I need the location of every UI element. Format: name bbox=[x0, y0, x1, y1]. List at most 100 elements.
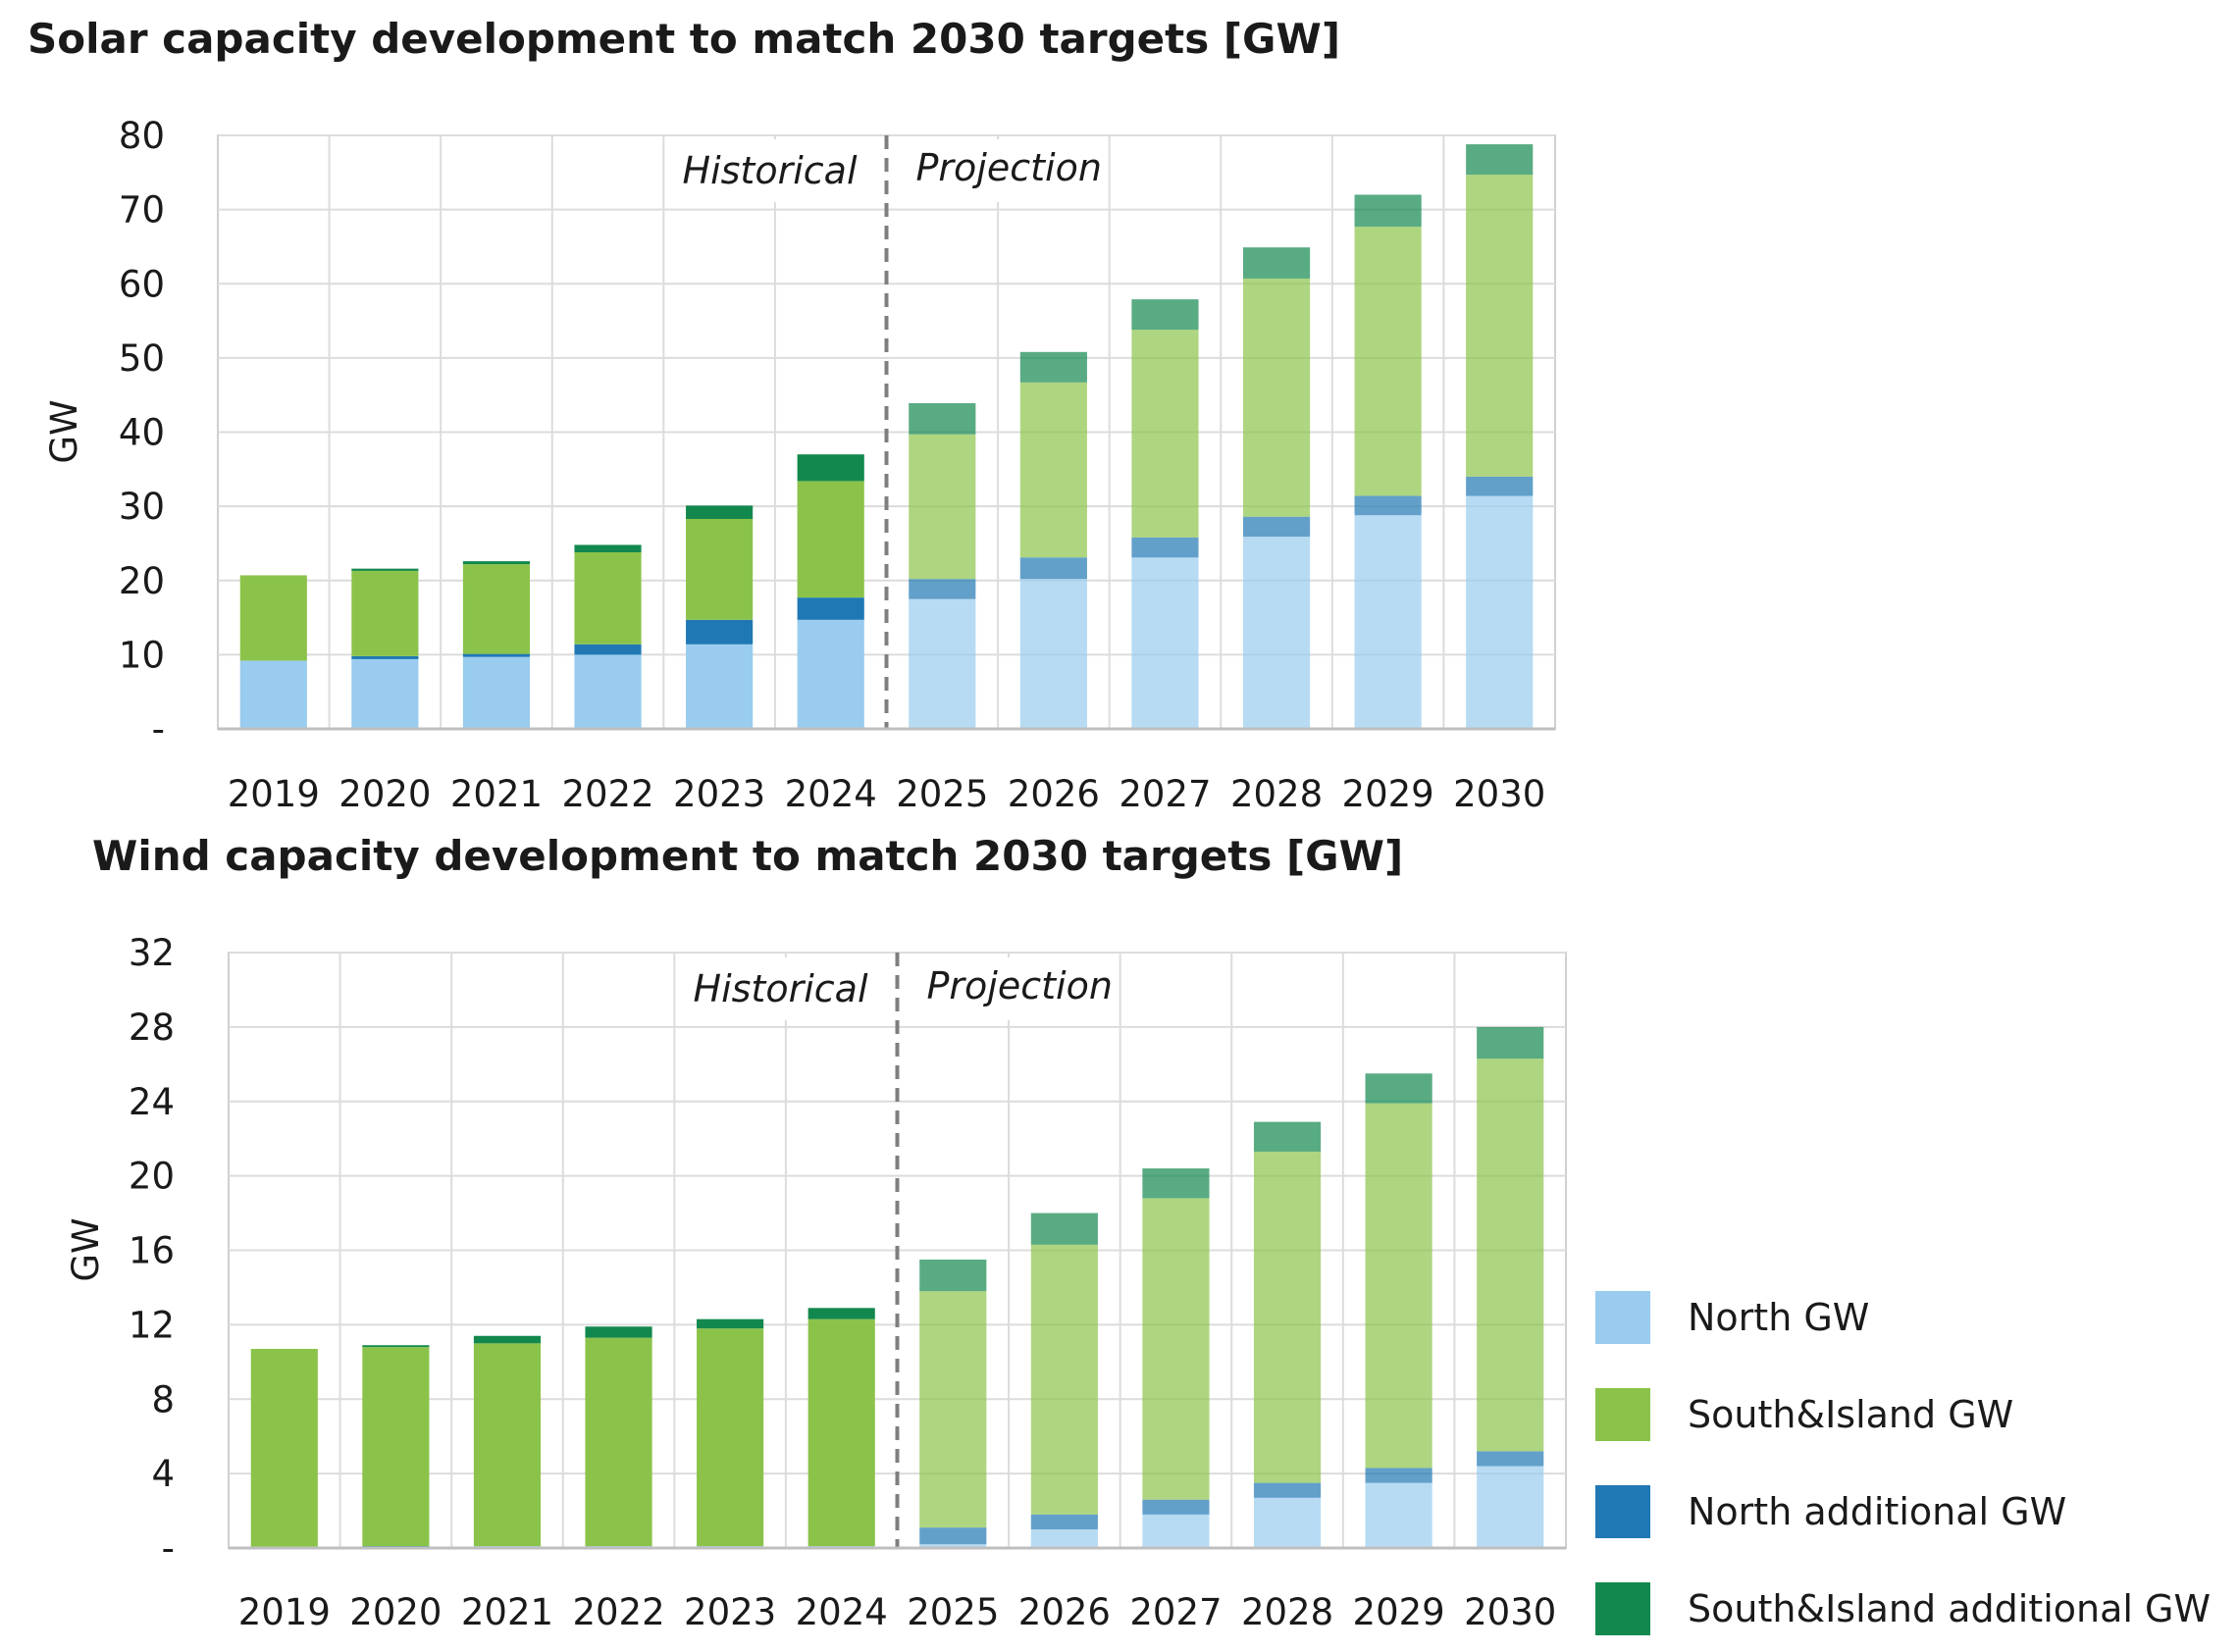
wind-x-tick-label: 2021 bbox=[461, 1591, 553, 1633]
wind-y-tick-label: 20 bbox=[129, 1156, 175, 1198]
solar-historical-label: Historical bbox=[683, 149, 858, 192]
solar-y-tick-label: 30 bbox=[119, 486, 165, 528]
solar-bar-2030-north bbox=[1466, 495, 1534, 729]
solar-bar-2030-south-island-additional bbox=[1466, 144, 1534, 176]
wind-bar-2022-south-island bbox=[585, 1337, 652, 1547]
wind-bar-2029-south-island-additional bbox=[1365, 1073, 1432, 1104]
solar-bar-2023-south-island-additional bbox=[686, 505, 754, 519]
wind-bar-2025-south-island-additional bbox=[919, 1259, 987, 1292]
solar-bar-2020-north bbox=[351, 658, 419, 729]
wind-y-axis-label: GW bbox=[65, 1217, 107, 1281]
wind-bar-2028-north-additional bbox=[1253, 1482, 1322, 1498]
wind-x-tick-label: 2023 bbox=[684, 1591, 776, 1633]
solar-bar-2019-south-island bbox=[239, 575, 307, 661]
wind-y-tick-label: - bbox=[162, 1527, 175, 1570]
solar-bar-2019-north bbox=[239, 660, 307, 729]
wind-bar-2030-south-island bbox=[1477, 1058, 1544, 1452]
solar-y-tick-label: - bbox=[152, 708, 165, 750]
solar-bar-2030-north-additional bbox=[1466, 476, 1534, 496]
wind-y-tick-label: 24 bbox=[129, 1081, 175, 1123]
wind-bar-2025-north bbox=[919, 1544, 987, 1548]
wind-y-tick-label: 28 bbox=[129, 1007, 175, 1049]
solar-x-tick-label: 2028 bbox=[1230, 773, 1323, 815]
wind-bar-2030-north-additional bbox=[1477, 1451, 1544, 1467]
solar-bar-2021-south-island bbox=[462, 564, 531, 654]
solar-chart-title: Solar capacity development to match 2030… bbox=[27, 15, 1340, 63]
solar-projection-label: Projection bbox=[916, 146, 1102, 189]
wind-y-tick-label: 16 bbox=[129, 1230, 175, 1272]
legend-label-north: North GW bbox=[1688, 1296, 1869, 1339]
solar-y-tick-label: 80 bbox=[119, 115, 165, 157]
solar-y-axis-label: GW bbox=[43, 399, 85, 463]
solar-chart: Solar capacity development to match 2030… bbox=[27, 15, 1556, 815]
legend-label-south-island-additional: South&Island additional GW bbox=[1688, 1587, 2211, 1630]
wind-bar-2024-south-island bbox=[807, 1318, 875, 1547]
wind-bar-2021-south-island bbox=[473, 1343, 542, 1547]
solar-y-tick-label: 70 bbox=[119, 189, 165, 232]
wind-bar-2029-north-additional bbox=[1365, 1468, 1432, 1483]
wind-bar-2027-north-additional bbox=[1142, 1499, 1210, 1515]
solar-x-tick-label: 2020 bbox=[338, 773, 431, 815]
solar-bar-2026-north bbox=[1019, 579, 1087, 729]
wind-chart: Wind capacity development to match 2030 … bbox=[65, 832, 1567, 1633]
wind-x-tick-label: 2028 bbox=[1241, 1591, 1333, 1633]
wind-y-tick-label: 8 bbox=[151, 1378, 175, 1420]
wind-bar-2028-south-island-additional bbox=[1253, 1121, 1322, 1152]
solar-bar-2024-south-island-additional bbox=[797, 454, 864, 482]
solar-bar-2024-north bbox=[797, 619, 864, 729]
solar-bar-2028-north-additional bbox=[1242, 516, 1311, 538]
wind-x-tick-label: 2025 bbox=[907, 1591, 999, 1633]
wind-bar-2021-south-island-additional bbox=[473, 1335, 542, 1344]
wind-bar-2027-south-island-additional bbox=[1142, 1168, 1210, 1199]
solar-bar-2020-north-additional bbox=[351, 655, 419, 659]
wind-x-tick-label: 2030 bbox=[1464, 1591, 1556, 1633]
wind-bar-2030-north bbox=[1477, 1466, 1544, 1548]
wind-y-tick-label: 4 bbox=[151, 1453, 175, 1495]
solar-y-tick-label: 20 bbox=[119, 560, 165, 602]
solar-bar-2027-north-additional bbox=[1131, 537, 1199, 558]
solar-bar-2025-north bbox=[909, 598, 976, 729]
wind-bar-2026-north bbox=[1030, 1529, 1098, 1548]
wind-bar-2027-south-island bbox=[1142, 1198, 1210, 1500]
solar-bar-2029-north bbox=[1354, 515, 1422, 729]
solar-bar-2022-north-additional bbox=[574, 644, 642, 655]
solar-x-tick-label: 2027 bbox=[1119, 773, 1211, 815]
solar-bar-2022-north bbox=[574, 654, 642, 729]
solar-y-tick-label: 40 bbox=[119, 412, 165, 454]
wind-x-tick-label: 2019 bbox=[238, 1591, 331, 1633]
legend-swatch-north bbox=[1595, 1291, 1650, 1344]
solar-bar-2027-south-island bbox=[1131, 330, 1199, 538]
solar-x-tick-label: 2022 bbox=[561, 773, 653, 815]
solar-bar-2026-south-island bbox=[1019, 382, 1087, 558]
wind-bar-2029-north bbox=[1365, 1482, 1432, 1548]
solar-bar-2028-south-island bbox=[1242, 278, 1311, 517]
wind-bar-2026-south-island bbox=[1030, 1244, 1098, 1515]
solar-x-tick-label: 2021 bbox=[450, 773, 543, 815]
solar-bar-2021-south-island-additional bbox=[462, 561, 531, 565]
wind-bar-2023-south-island-additional bbox=[697, 1318, 764, 1329]
wind-bar-2025-north-additional bbox=[919, 1527, 987, 1545]
wind-x-tick-label: 2026 bbox=[1018, 1591, 1111, 1633]
wind-x-tick-label: 2029 bbox=[1353, 1591, 1445, 1633]
solar-bar-2023-north bbox=[686, 644, 754, 729]
solar-bar-2027-north bbox=[1131, 557, 1199, 729]
solar-y-tick-label: 60 bbox=[119, 263, 165, 305]
solar-x-tick-label: 2019 bbox=[228, 773, 320, 815]
solar-bar-2024-south-island bbox=[797, 481, 864, 598]
wind-bar-2024-south-island-additional bbox=[807, 1308, 875, 1319]
wind-bar-2019-south-island bbox=[250, 1349, 318, 1548]
solar-y-tick-label: 50 bbox=[119, 337, 165, 380]
wind-bar-2023-south-island bbox=[697, 1328, 764, 1547]
wind-y-tick-label: 12 bbox=[129, 1304, 175, 1346]
wind-bar-2028-north bbox=[1253, 1497, 1322, 1548]
solar-y-tick-label: 10 bbox=[119, 634, 165, 676]
wind-projection-label: Projection bbox=[927, 964, 1113, 1007]
wind-x-tick-label: 2020 bbox=[349, 1591, 442, 1633]
solar-bar-2021-north-additional bbox=[462, 653, 531, 657]
solar-bar-2028-north bbox=[1242, 537, 1311, 729]
solar-bar-2027-south-island-additional bbox=[1131, 299, 1199, 331]
solar-bar-2023-south-island bbox=[686, 518, 754, 620]
solar-bar-2025-south-island-additional bbox=[909, 403, 976, 435]
solar-bar-2030-south-island bbox=[1466, 175, 1534, 477]
